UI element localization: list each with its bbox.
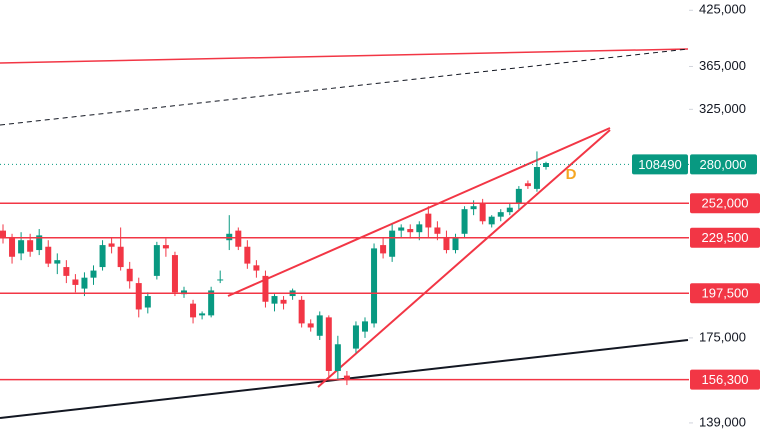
candle-body — [18, 240, 25, 254]
wedge-line — [227, 127, 611, 297]
candle-body — [543, 163, 549, 168]
candle-body — [271, 296, 278, 304]
candle-body — [108, 243, 115, 247]
candle-body — [208, 290, 215, 316]
level-label: 197,500 — [702, 286, 749, 301]
level-label: 252,000 — [702, 196, 749, 211]
candle-body — [117, 246, 124, 268]
candle-body — [153, 245, 160, 276]
candle-body — [90, 270, 97, 278]
candle-body — [253, 265, 260, 271]
y-tick-label: 139,000 — [699, 414, 746, 429]
candle-body — [461, 209, 468, 234]
candle-body — [162, 245, 169, 249]
candle-body — [298, 299, 305, 324]
candle-body — [452, 236, 459, 251]
y-tick-label: 325,000 — [699, 101, 746, 116]
candle-body — [190, 303, 197, 318]
candle-body — [244, 246, 251, 264]
candle-body — [72, 279, 79, 285]
candle-body — [362, 321, 368, 332]
trend-line — [0, 48, 689, 126]
level-label: 156,300 — [702, 372, 749, 387]
candle-body — [524, 183, 531, 187]
candle-body — [380, 245, 387, 254]
plot — [0, 151, 549, 386]
last-price-tag — [690, 154, 757, 175]
candle-body — [36, 235, 43, 251]
candle-body — [407, 229, 414, 233]
wedge-line — [317, 129, 611, 388]
candle-body — [389, 230, 396, 257]
candle-body — [470, 206, 477, 210]
candle-body — [515, 188, 522, 204]
candle-body — [325, 317, 332, 371]
level-label: 229,500 — [702, 230, 749, 245]
last-price-label: 280,000 — [700, 157, 747, 172]
candle-body — [334, 344, 341, 371]
candle-body — [343, 375, 350, 381]
price-axis — [689, 0, 767, 442]
candle-body — [144, 296, 151, 308]
candle-body — [81, 277, 88, 289]
candle-body — [425, 213, 432, 228]
pattern-label: D — [566, 166, 577, 183]
candle-body — [63, 267, 70, 276]
candle-body — [443, 236, 450, 251]
candle-body — [99, 245, 106, 268]
candle-body — [434, 227, 441, 234]
candle-body — [506, 207, 513, 213]
candle-body — [262, 275, 269, 302]
candle-body — [54, 260, 61, 264]
candle-body — [533, 167, 540, 189]
candle-body — [416, 224, 423, 233]
candle-body — [181, 290, 187, 295]
candle-body — [226, 233, 233, 241]
candle-body — [280, 299, 287, 304]
candle-body — [497, 212, 504, 217]
candle-body — [488, 216, 495, 225]
candle-body — [126, 268, 133, 282]
level-tag — [690, 283, 760, 304]
candle-body — [316, 315, 323, 336]
candle-body — [135, 283, 142, 310]
candle-body — [398, 227, 405, 231]
candle-body — [0, 230, 6, 237]
candle-body — [235, 230, 242, 247]
level-tag — [690, 227, 760, 248]
candle-body — [352, 325, 359, 349]
candle-body — [217, 279, 224, 281]
level-tag — [690, 193, 760, 214]
last-price-info: 108490 — [638, 157, 681, 172]
last-price-tag — [632, 154, 688, 175]
y-tick-label: 175,000 — [699, 329, 746, 344]
candle-body — [27, 240, 34, 252]
candle-body — [371, 248, 378, 324]
candle-body — [171, 255, 178, 293]
candle-body — [9, 236, 16, 257]
y-tick-label: 365,000 — [699, 58, 746, 73]
candle-body — [479, 203, 486, 222]
candle-body — [199, 313, 206, 316]
y-tick-label: 425,000 — [699, 2, 746, 17]
candle-body — [307, 323, 314, 328]
candle-body — [45, 246, 52, 264]
trend-line — [0, 48, 689, 64]
level-tag — [690, 369, 760, 390]
